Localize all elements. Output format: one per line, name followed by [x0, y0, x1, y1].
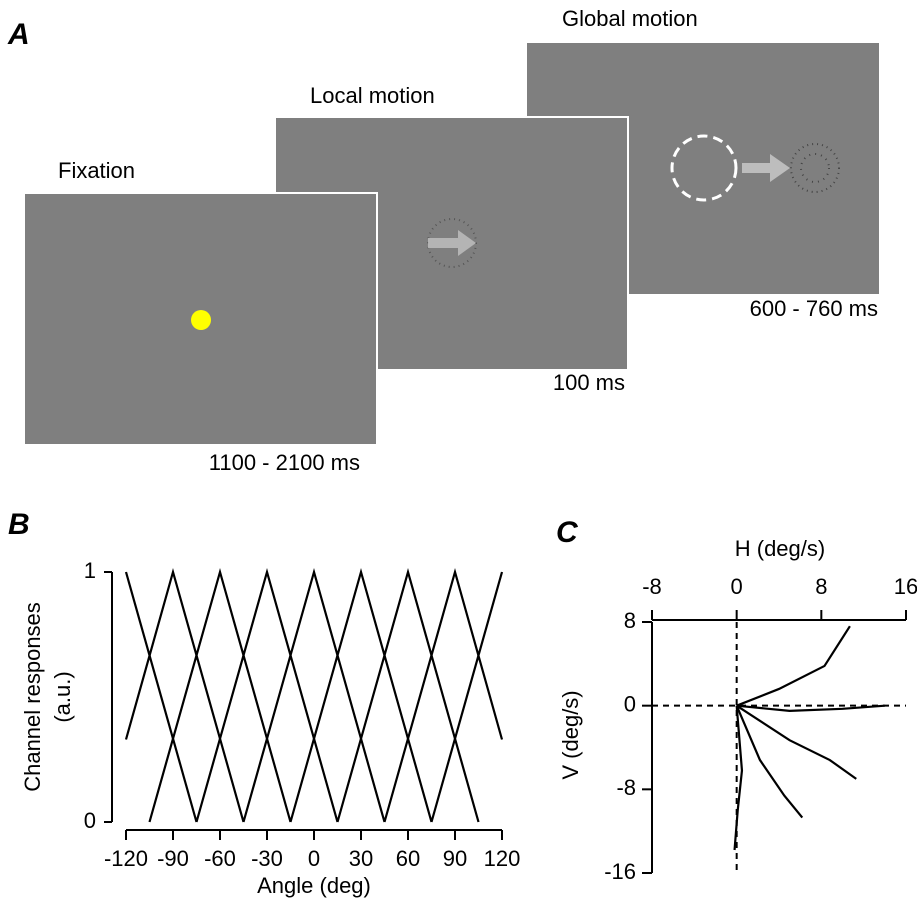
- line: [336, 567, 480, 823]
- x-tick-label: -60: [204, 846, 236, 871]
- line: [289, 567, 433, 823]
- line: [430, 571, 504, 823]
- line: [736, 625, 851, 707]
- y-tick-label: 0: [84, 808, 96, 833]
- line: [735, 705, 804, 819]
- dot-patch: [800, 153, 830, 183]
- x-tick-label: 120: [484, 846, 521, 871]
- fixation-dot: [191, 310, 211, 330]
- x-tick-label: 0: [308, 846, 320, 871]
- frame-duration: 600 - 760 ms: [750, 296, 878, 321]
- x-tick-label: -30: [251, 846, 283, 871]
- x-tick-label: -90: [157, 846, 189, 871]
- line: [736, 704, 857, 780]
- y-axis-label: (a.u.): [50, 671, 75, 722]
- panel-letter: A: [7, 18, 30, 51]
- y-tick-label: 1: [84, 558, 96, 583]
- arrow: [742, 154, 790, 182]
- arrow: [428, 230, 476, 256]
- x-tick-label: -120: [104, 846, 148, 871]
- frame-title: Global motion: [562, 6, 698, 31]
- frame-duration: 100 ms: [553, 370, 625, 395]
- line: [195, 567, 339, 823]
- x-axis-label: Angle (deg): [257, 873, 371, 898]
- y-tick-label: -8: [616, 775, 636, 800]
- line: [124, 571, 198, 823]
- dot-patch: [790, 143, 840, 193]
- x-tick-label: -8: [642, 574, 662, 599]
- x-tick-label: 90: [443, 846, 467, 871]
- x-axis-label: H (deg/s): [735, 536, 825, 561]
- y-axis-label: V (deg/s): [558, 690, 583, 779]
- x-tick-label: 16: [894, 574, 917, 599]
- x-tick-label: 60: [396, 846, 420, 871]
- line: [148, 567, 292, 823]
- x-tick-label: 0: [731, 574, 743, 599]
- panel-letter: C: [556, 516, 579, 549]
- line: [242, 567, 386, 823]
- y-tick-label: 0: [624, 691, 636, 716]
- frame-duration: 1100 - 2100 ms: [209, 450, 360, 475]
- frame-title: Fixation: [58, 158, 135, 183]
- y-tick-label: -16: [604, 859, 636, 884]
- line: [733, 705, 744, 851]
- dashed-circle: [670, 134, 738, 202]
- panel-letter: B: [8, 508, 30, 541]
- y-axis-label: Channel responses: [20, 602, 45, 792]
- x-tick-label: 8: [815, 574, 827, 599]
- line: [383, 567, 504, 823]
- line: [736, 704, 885, 712]
- y-tick-label: 8: [624, 608, 636, 633]
- x-tick-label: 30: [349, 846, 373, 871]
- frame-title: Local motion: [310, 83, 435, 108]
